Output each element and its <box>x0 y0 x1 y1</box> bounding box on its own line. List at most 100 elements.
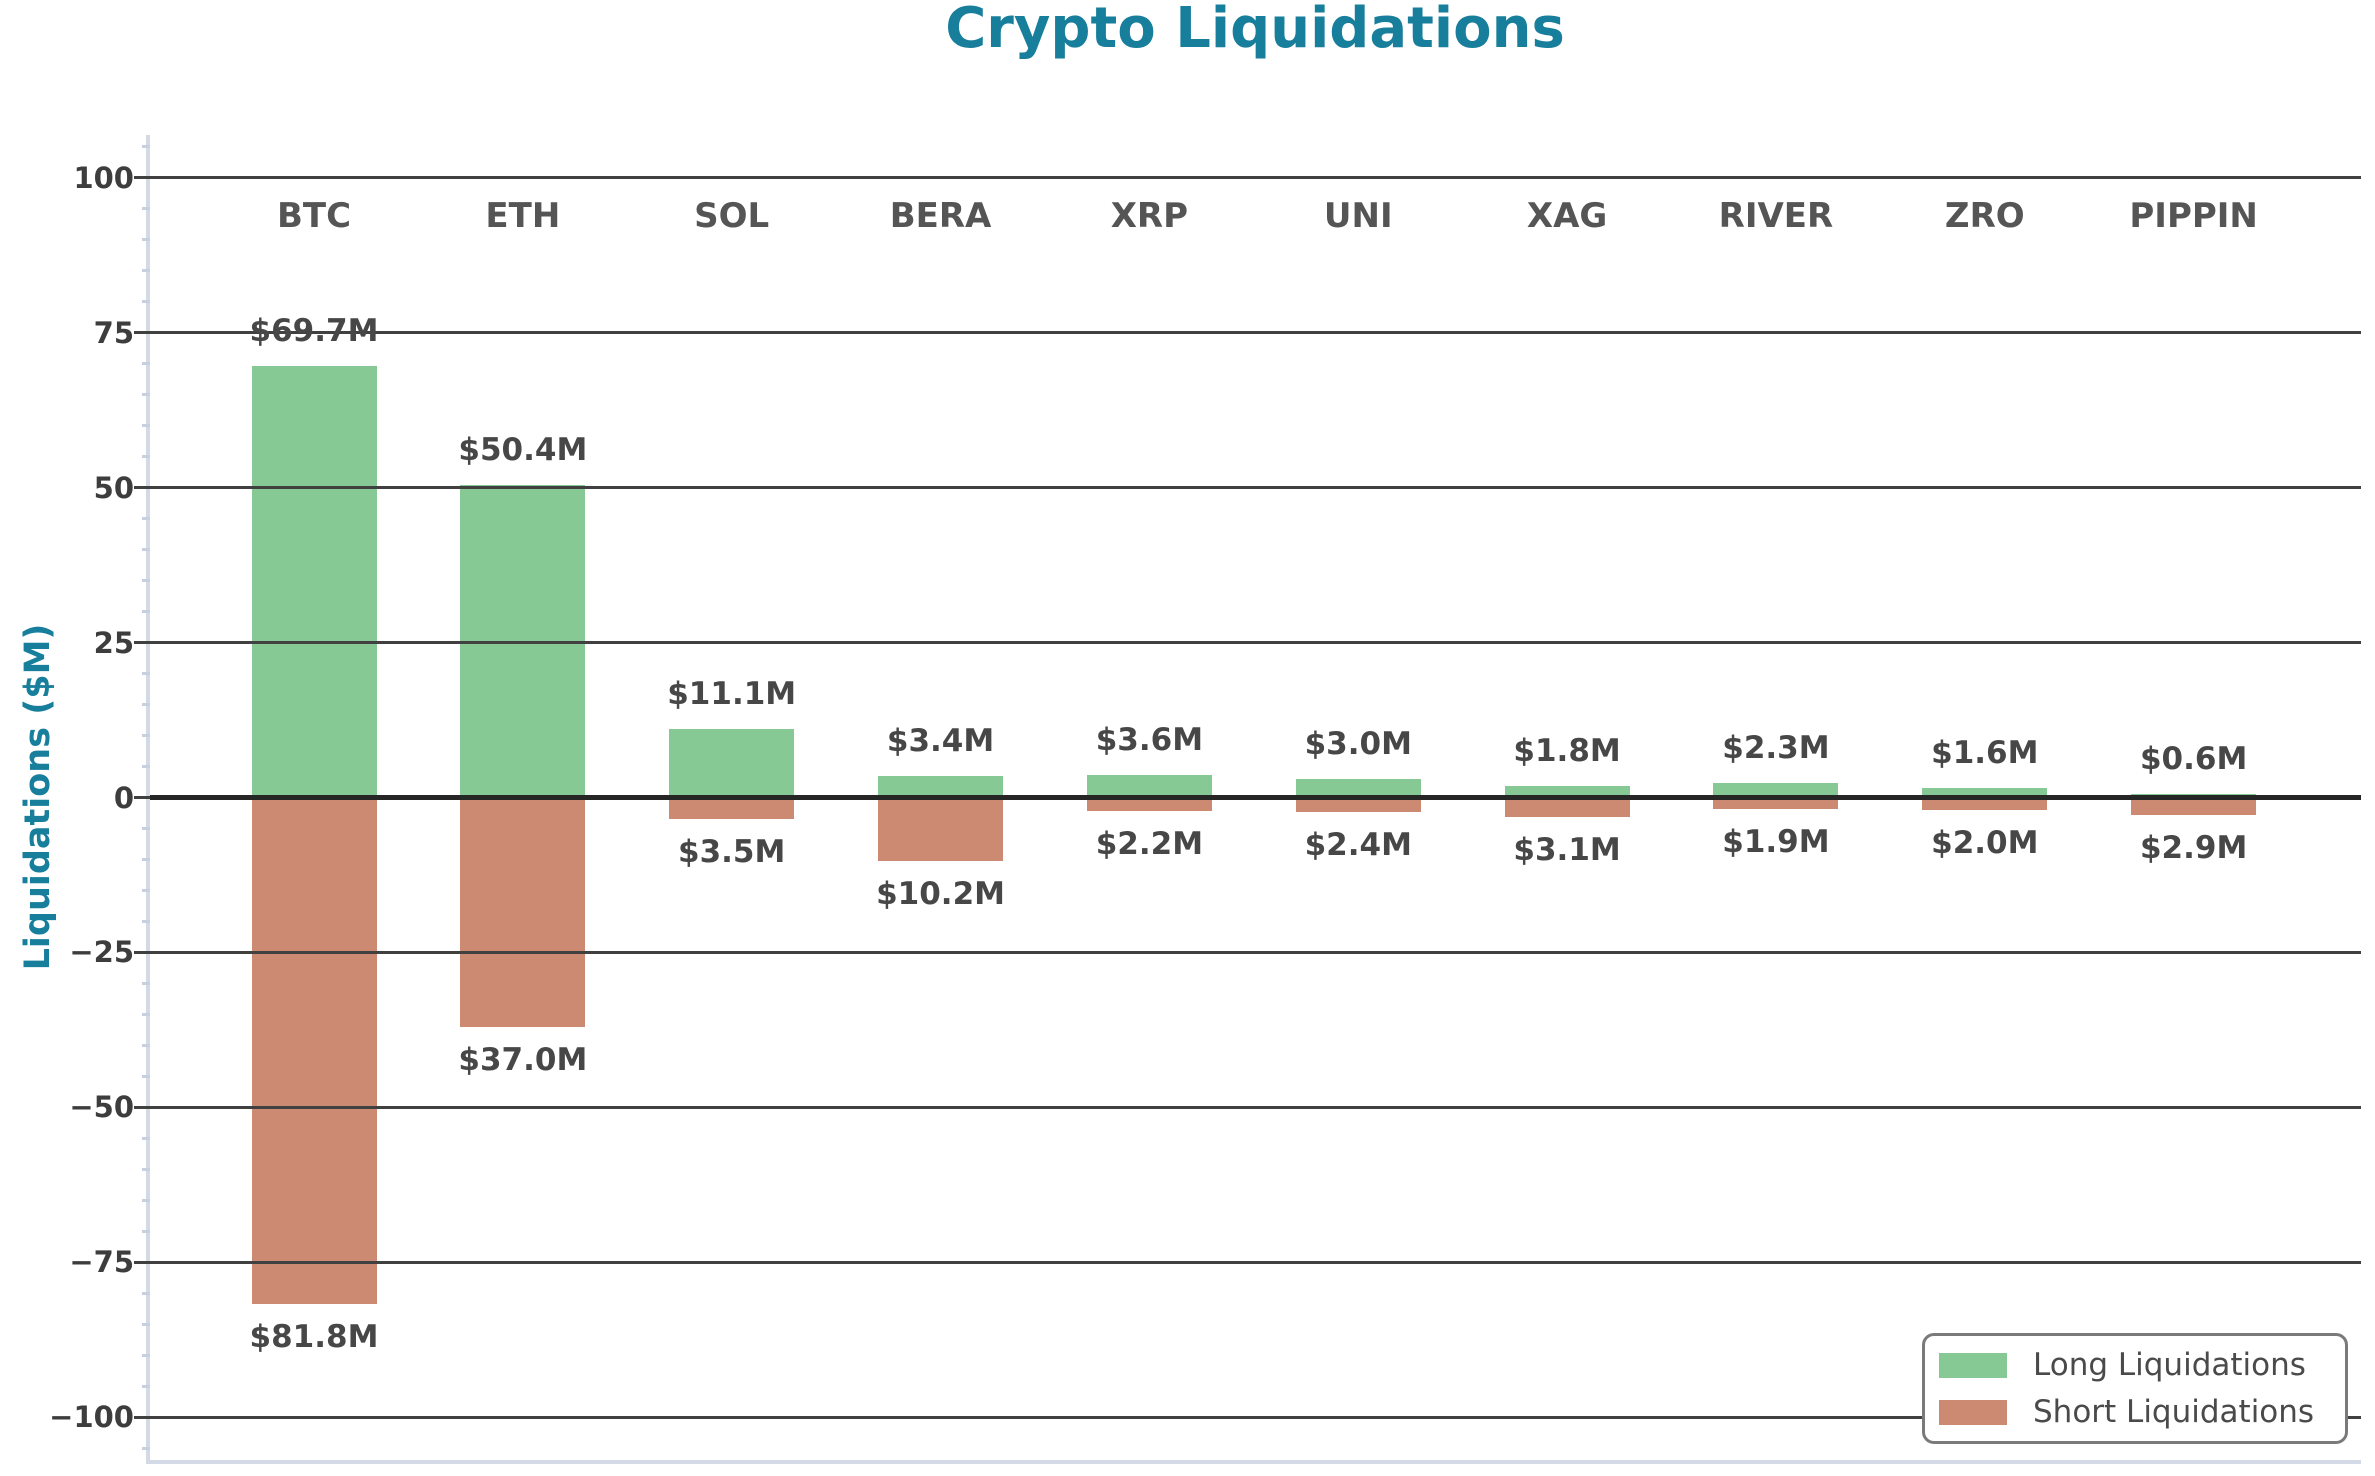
y-minor-tick <box>142 734 150 738</box>
y-minor-tick <box>142 765 150 768</box>
bar-short <box>1504 797 1630 817</box>
gridline <box>150 1415 2361 1419</box>
gridline <box>150 1105 2361 1109</box>
value-label-short: $1.9M <box>1722 824 1830 861</box>
legend-swatch <box>1939 1352 2007 1378</box>
bar-long <box>669 728 795 798</box>
legend-label: Short Liquidations <box>2033 1394 2315 1430</box>
y-minor-tick <box>142 548 150 552</box>
y-minor-tick <box>142 1167 150 1171</box>
value-label-short: $37.0M <box>458 1041 588 1078</box>
bar-short <box>2131 797 2257 816</box>
category-label: XRP <box>1110 196 1189 236</box>
y-major-tick <box>134 331 150 335</box>
y-tick-label: −50 <box>69 1090 134 1125</box>
legend-label: Long Liquidations <box>2033 1347 2306 1383</box>
value-label-long: $3.4M <box>886 723 995 760</box>
bar-long <box>251 365 377 798</box>
value-label-short: $3.1M <box>1513 831 1621 868</box>
y-minor-tick <box>142 238 150 242</box>
value-label-short: $2.9M <box>2139 830 2248 867</box>
y-tick-label: 100 <box>73 160 134 195</box>
y-minor-tick <box>142 981 150 985</box>
value-label-short: $2.0M <box>1931 824 2039 861</box>
y-minor-tick <box>142 1136 150 1140</box>
y-minor-tick <box>142 362 150 366</box>
value-label-short: $81.8M <box>249 1319 379 1356</box>
y-minor-tick <box>142 826 150 830</box>
y-minor-tick <box>142 393 150 397</box>
category-label: SOL <box>694 196 770 236</box>
category-label: BERA <box>889 196 992 236</box>
y-minor-tick <box>142 1074 150 1078</box>
value-label-long: $3.6M <box>1095 722 1204 759</box>
value-label-long: $50.4M <box>458 432 588 469</box>
y-major-tick <box>134 1415 150 1419</box>
gridline <box>150 950 2361 954</box>
y-minor-tick <box>142 1229 150 1233</box>
gridline <box>150 486 2361 490</box>
y-minor-tick <box>142 1198 150 1202</box>
y-minor-tick <box>142 1291 150 1295</box>
value-label-long: $0.6M <box>2139 740 2248 777</box>
y-minor-tick <box>142 1384 150 1388</box>
bar-short <box>1713 797 1839 810</box>
plot-area: $69.7M $81.8M $50.4M $37.0M $11.1M $3.5M $3.4M… <box>134 135 2361 1464</box>
value-label-long: $2.3M <box>1722 730 1830 767</box>
y-minor-tick <box>142 1322 150 1326</box>
bar-short <box>460 797 586 1027</box>
category-label: XAG <box>1526 196 1608 236</box>
zero-line <box>150 795 2361 800</box>
y-minor-tick <box>142 703 150 707</box>
y-major-tick <box>134 641 150 645</box>
bar-short <box>1922 797 2048 810</box>
bar-short <box>1086 797 1212 812</box>
y-minor-tick <box>142 1353 150 1357</box>
y-major-tick <box>134 950 150 954</box>
bar-long <box>1922 787 2048 798</box>
bar-long <box>1504 786 1630 798</box>
legend: Long Liquidations Short Liquidations <box>1922 1333 2348 1444</box>
y-minor-tick <box>142 919 150 923</box>
bar-short <box>878 797 1004 861</box>
y-minor-tick <box>142 610 150 614</box>
y-minor-tick <box>142 207 150 211</box>
y-tick-label: 25 <box>93 625 134 660</box>
y-major-tick <box>134 796 150 799</box>
gridline <box>150 641 2361 645</box>
value-label-short: $10.2M <box>876 875 1005 912</box>
category-label: ZRO <box>1944 196 2025 236</box>
bar-long <box>1295 778 1421 798</box>
bar-short <box>251 797 377 1305</box>
value-label-long: $1.6M <box>1931 734 2039 771</box>
y-minor-tick <box>142 455 150 459</box>
chart-title: Crypto Liquidations <box>945 0 1565 61</box>
x-axis-spine <box>146 1460 2361 1464</box>
y-tick-label: 0 <box>113 780 134 815</box>
category-label: RIVER <box>1718 196 1834 236</box>
legend-item: Long Liquidations <box>1939 1347 2331 1383</box>
y-tick-label: 50 <box>93 470 134 505</box>
y-tick-label: −25 <box>69 935 134 970</box>
y-minor-tick <box>142 145 150 149</box>
category-label: PIPPIN <box>2129 196 2258 236</box>
value-label-long: $3.0M <box>1304 725 1412 762</box>
y-minor-tick <box>142 1043 150 1047</box>
y-tick-label: −75 <box>69 1245 134 1280</box>
value-label-long: $11.1M <box>667 675 797 712</box>
gridline <box>150 331 2361 335</box>
y-tick-label: −100 <box>49 1400 134 1435</box>
gridline <box>150 1260 2361 1264</box>
y-minor-tick <box>142 579 150 583</box>
y-minor-tick <box>142 888 150 892</box>
y-minor-tick <box>142 1446 150 1450</box>
bar-long <box>878 776 1004 798</box>
category-label: BTC <box>276 196 352 236</box>
y-minor-tick <box>142 517 150 521</box>
legend-item: Short Liquidations <box>1939 1394 2331 1430</box>
value-label-short: $2.2M <box>1095 826 1204 863</box>
y-tick-label: 75 <box>93 315 134 350</box>
y-minor-tick <box>142 269 150 273</box>
value-label-long: $69.7M <box>249 312 379 349</box>
